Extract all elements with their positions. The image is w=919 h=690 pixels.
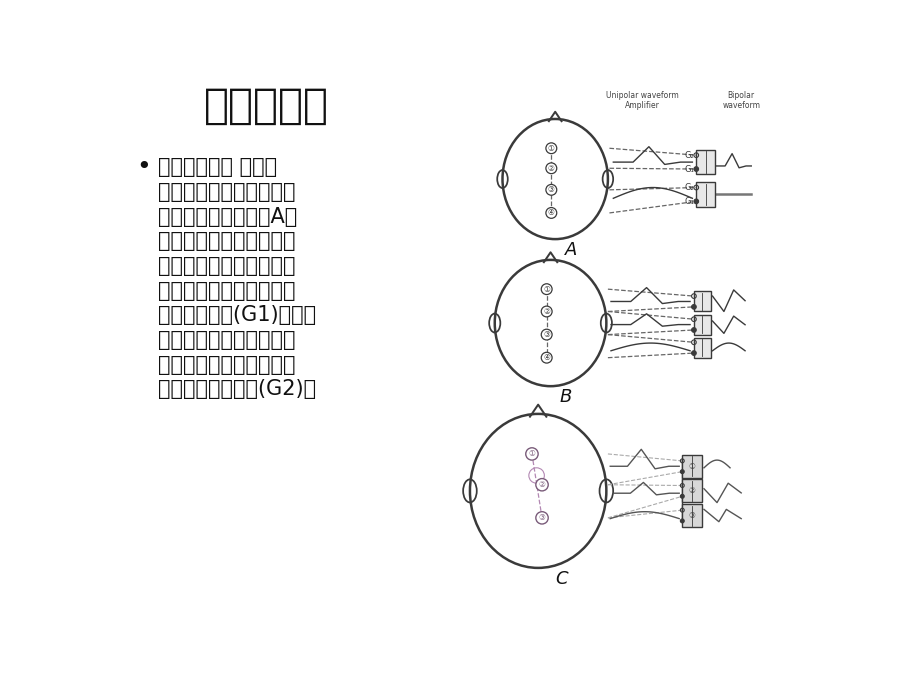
Text: 置于头皮上，并通过导联: 置于头皮上，并通过导联 [158, 256, 296, 276]
Bar [682, 455, 702, 477]
Text: 和双极导联法。如图A，: 和双极导联法。如图A， [158, 207, 298, 227]
Circle shape [545, 208, 556, 218]
Circle shape [680, 494, 684, 498]
Text: ②: ② [538, 480, 545, 489]
Circle shape [535, 479, 548, 491]
Text: ②: ② [548, 164, 554, 172]
Circle shape [545, 184, 556, 195]
Text: Bipolar
waveform: Bipolar waveform [721, 91, 759, 110]
Circle shape [693, 199, 698, 204]
Text: G₂: G₂ [685, 150, 694, 159]
Circle shape [693, 167, 698, 171]
Bar [693, 337, 710, 357]
Circle shape [540, 329, 551, 340]
Text: ②: ② [542, 307, 550, 316]
Circle shape [680, 470, 684, 473]
Text: C: C [554, 570, 567, 588]
Circle shape [691, 328, 696, 333]
Text: ③: ③ [538, 513, 545, 522]
Text: ③: ③ [548, 186, 554, 195]
Circle shape [540, 353, 551, 363]
Text: ④: ④ [548, 208, 554, 217]
Bar [682, 504, 702, 527]
Text: 联选择开关按至前置放大: 联选择开关按至前置放大 [158, 355, 296, 375]
Text: Unipolar waveform
Amplifier: Unipolar waveform Amplifier [605, 91, 677, 110]
Text: ①: ① [528, 449, 535, 458]
Text: B: B [560, 388, 572, 406]
Circle shape [540, 284, 551, 295]
Text: 单极导联法: 单极导联法 [203, 85, 328, 127]
Text: 器的另一个输入端(G2)。: 器的另一个输入端(G2)。 [158, 380, 316, 400]
Text: A: A [564, 241, 576, 259]
Circle shape [535, 512, 548, 524]
Text: 方式一般分为单极导联法: 方式一般分为单极导联法 [158, 182, 296, 202]
Circle shape [545, 163, 556, 174]
Text: 单极导联法是将活动电极: 单极导联法是将活动电极 [158, 231, 296, 251]
Bar [696, 150, 714, 175]
Text: G₁: G₁ [684, 164, 694, 174]
Bar [693, 315, 710, 335]
Circle shape [545, 143, 556, 154]
Text: 脑电图机的导 联连接: 脑电图机的导 联连接 [158, 157, 278, 177]
Bar [696, 182, 714, 207]
Text: ①: ① [688, 462, 695, 471]
Text: •: • [137, 155, 152, 179]
Circle shape [525, 448, 538, 460]
Text: ①: ① [548, 144, 554, 152]
Circle shape [691, 304, 696, 309]
Circle shape [691, 351, 696, 355]
Circle shape [540, 306, 551, 317]
Text: ③: ③ [688, 511, 695, 520]
Text: G₂: G₂ [685, 183, 694, 192]
Bar [693, 291, 710, 311]
Circle shape [680, 519, 684, 523]
Text: 电极置于耳垂，并通过导: 电极置于耳垂，并通过导 [158, 330, 296, 350]
Text: ③: ③ [542, 330, 550, 339]
Text: ④: ④ [542, 353, 550, 362]
Text: 选择开关接至前置放大器: 选择开关接至前置放大器 [158, 281, 296, 301]
Text: ②: ② [688, 486, 695, 495]
Text: 的一个输入端(G1)；无关: 的一个输入端(G1)；无关 [158, 306, 316, 326]
Text: ①: ① [542, 285, 550, 294]
Text: G₁: G₁ [684, 197, 694, 206]
Bar [682, 480, 702, 502]
